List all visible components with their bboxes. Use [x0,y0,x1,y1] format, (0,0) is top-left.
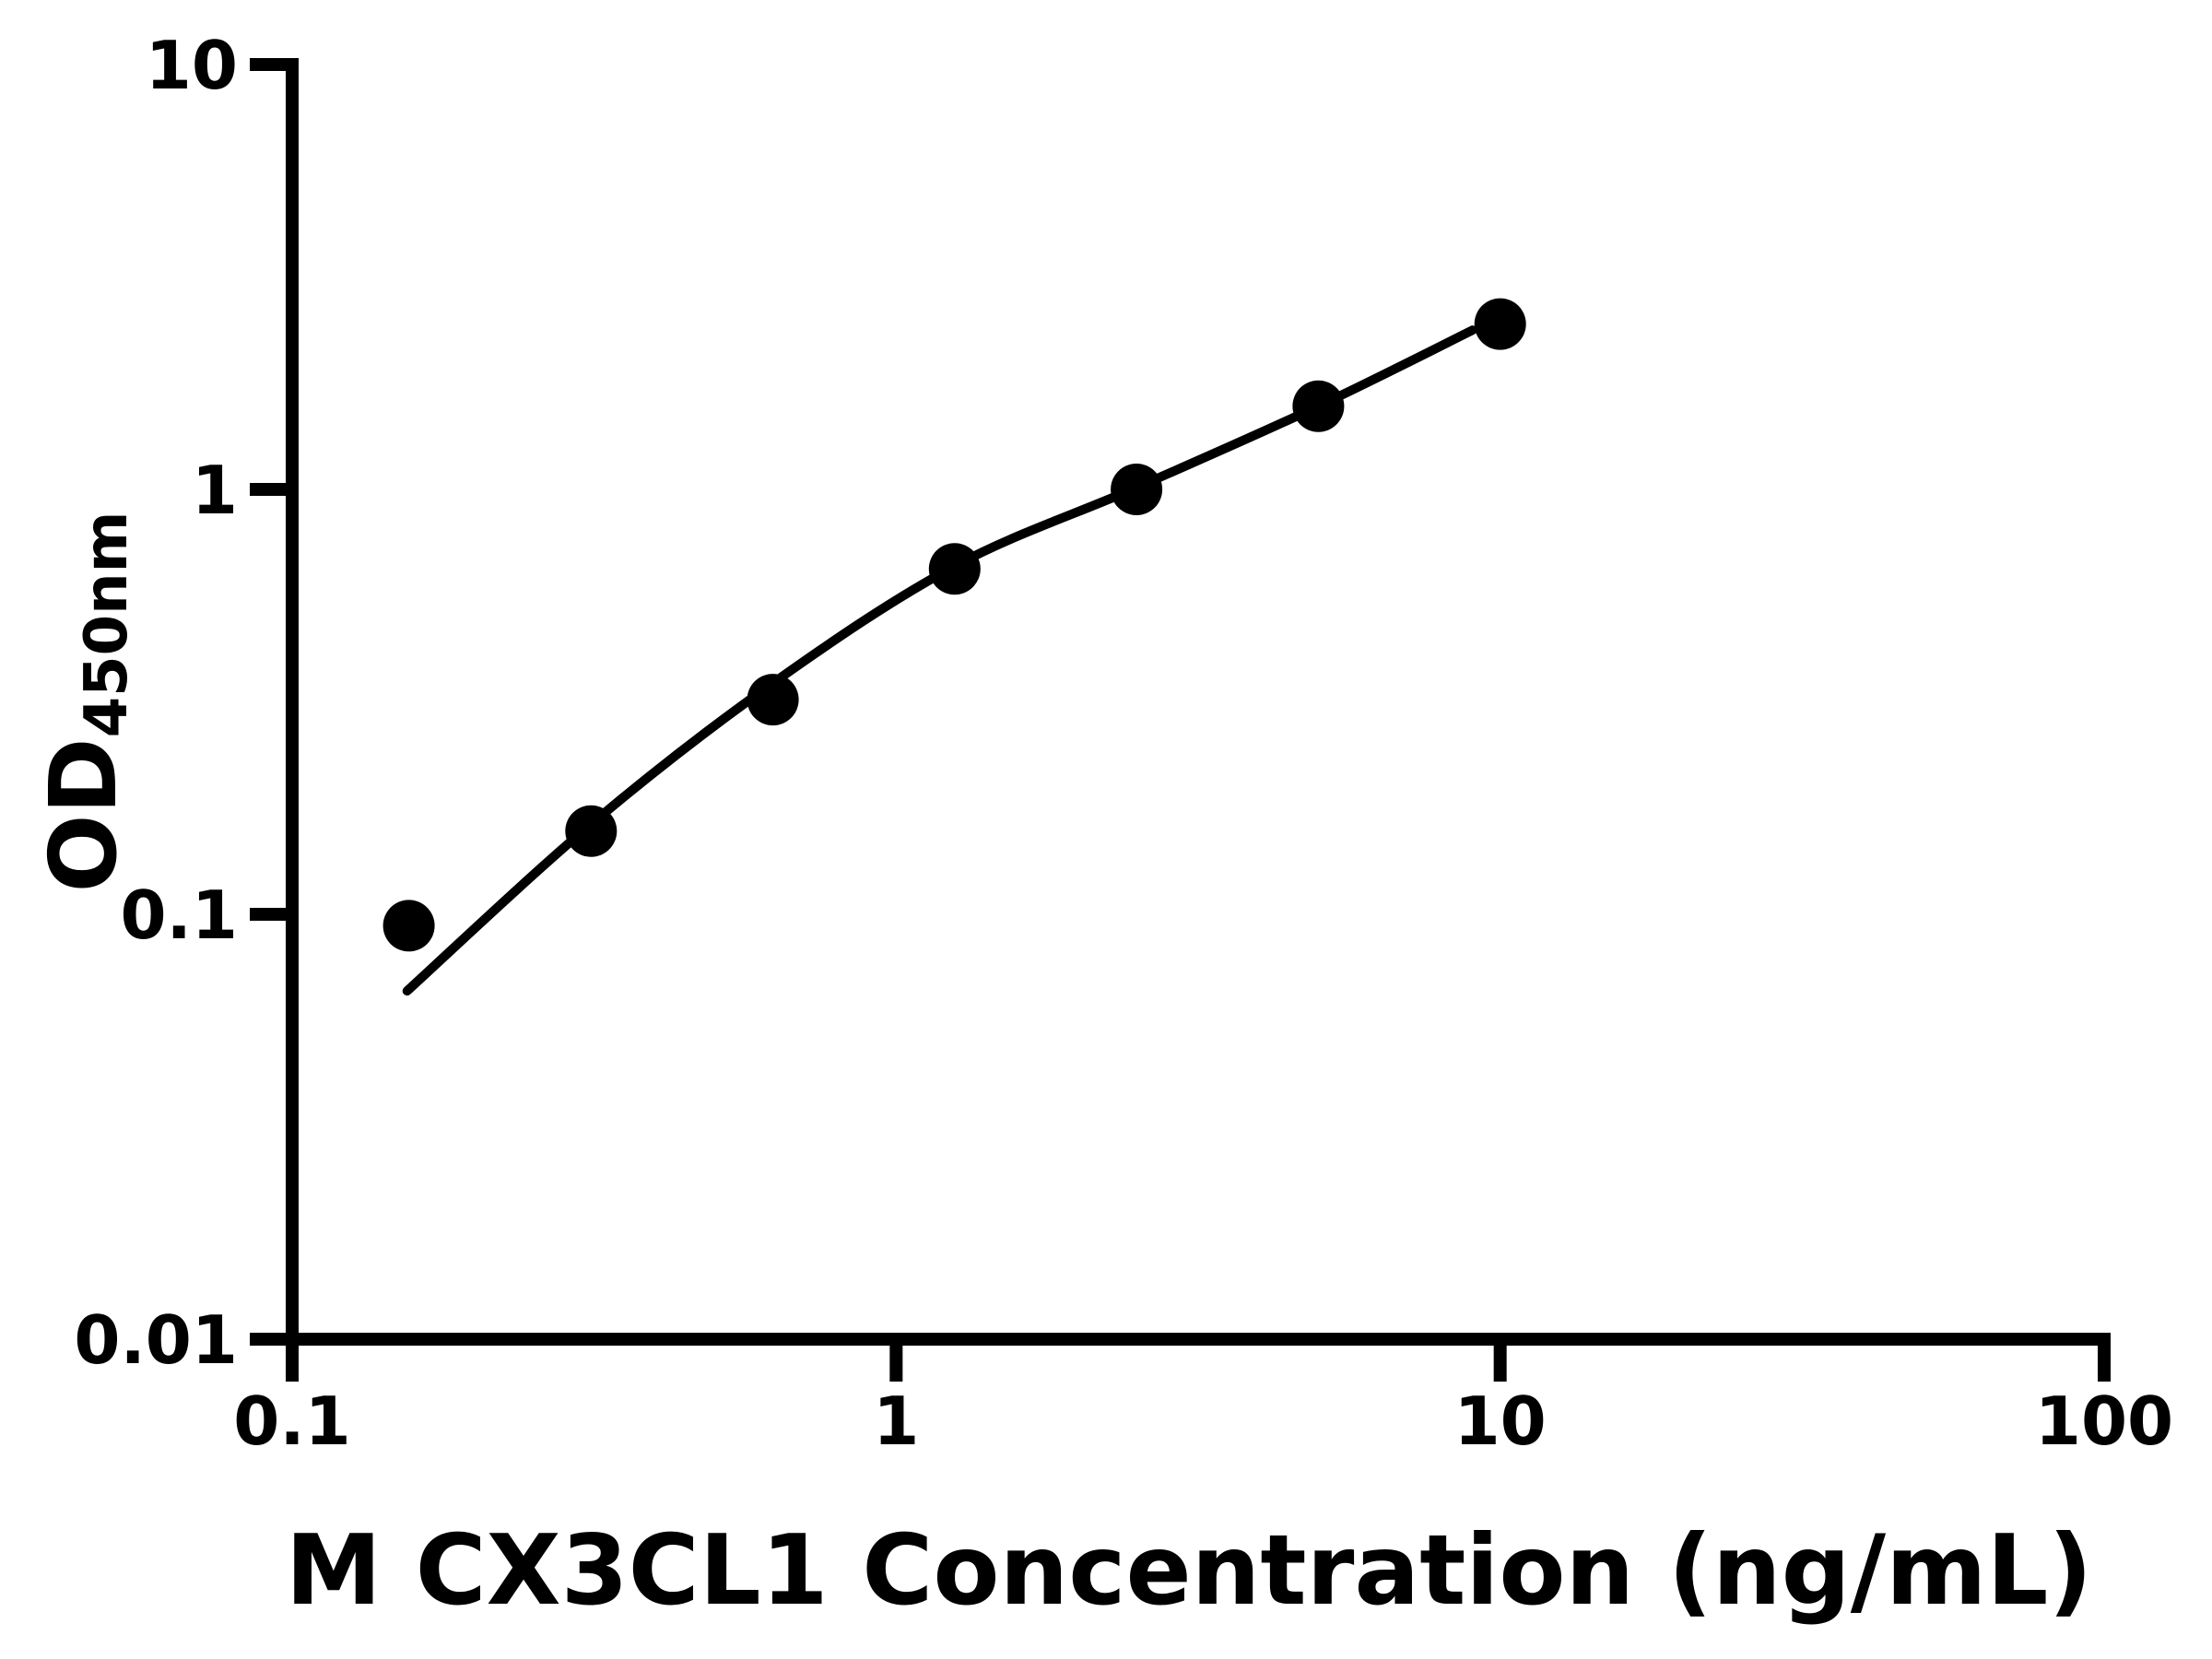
x-tick-label: 10 [1454,1382,1547,1460]
y-axis-title-subscript: 450nm [73,512,141,738]
x-tick-label: 100 [2035,1382,2173,1460]
y-axis-title: OD450nm [29,512,141,893]
x-tick-label: 1 [873,1382,919,1460]
y-tick-label: 10 [146,27,238,104]
y-tick-label: 1 [192,452,238,529]
y-tick-label: 0.1 [120,877,238,954]
y-tick-label: 0.01 [74,1301,238,1379]
data-point [1292,380,1345,432]
data-point [747,674,799,726]
data-point [382,900,435,952]
y-axis-title-main: OD [29,737,137,892]
x-tick-label: 0.1 [233,1382,351,1460]
data-point [565,805,618,857]
data-point [1474,298,1526,350]
data-point [1111,464,1163,515]
x-axis-title: M CX3CL1 Concentration (ng/mL) [286,1514,2093,1627]
data-point [928,543,981,595]
